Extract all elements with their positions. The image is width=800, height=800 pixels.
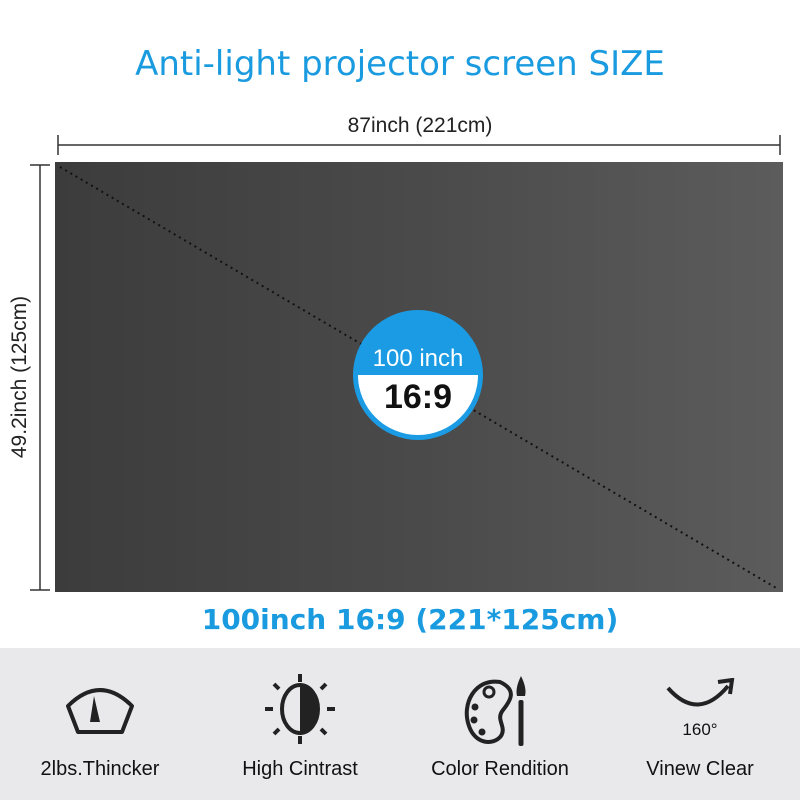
feature-contrast: High Cintrast (200, 648, 400, 800)
feature-label: Vinew Clear (646, 758, 754, 780)
feature-thickness: 2lbs.Thincker (0, 648, 200, 800)
dimension-lines (30, 135, 781, 591)
width-label: 87inch (221cm) (347, 114, 493, 137)
view-angle-arrow-icon (666, 678, 735, 707)
height-label: 49.2inch (125cm) (8, 295, 31, 459)
size-badge: 100 inch 16:9 (353, 310, 483, 440)
palette-icon (464, 676, 526, 746)
view-angle-value: 160° (682, 720, 718, 739)
feature-color: Color Rendition (400, 648, 600, 800)
badge-size: 100 inch (358, 315, 478, 373)
gauge-icon (66, 688, 134, 734)
features-bar: 2lbs.Thincker High Cintrast Color Rendit… (0, 648, 800, 800)
diagonal-line (59, 166, 779, 590)
size-caption: 100inch 16:9 (221*125cm) (201, 603, 619, 636)
badge-ratio: 16:9 (358, 375, 478, 435)
feature-view: 160° Vinew Clear (600, 648, 800, 800)
feature-label: 2lbs.Thincker (40, 758, 160, 780)
feature-label: Color Rendition (431, 758, 569, 780)
feature-label: High Cintrast (242, 758, 358, 780)
contrast-sun-icon (265, 674, 335, 744)
title: Anti-light projector screen SIZE (135, 44, 665, 84)
